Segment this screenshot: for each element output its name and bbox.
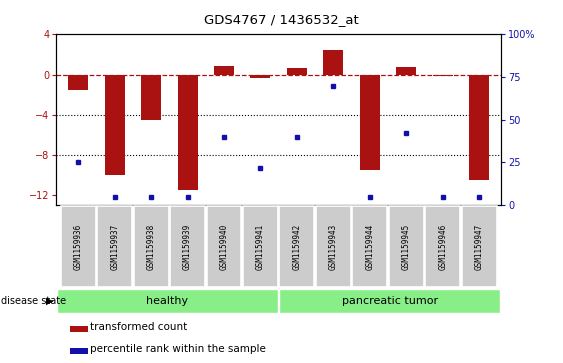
Bar [469,75,489,180]
Bar [360,75,380,170]
FancyBboxPatch shape [316,206,351,287]
Text: percentile rank within the sample: percentile rank within the sample [90,344,266,354]
Text: GSM1159942: GSM1159942 [292,223,301,270]
FancyBboxPatch shape [279,289,501,313]
FancyBboxPatch shape [133,206,168,287]
FancyBboxPatch shape [279,206,314,287]
Text: disease state: disease state [1,296,66,306]
Text: ▶: ▶ [46,296,53,306]
Bar [251,75,270,78]
Text: healthy: healthy [146,296,189,306]
FancyBboxPatch shape [243,206,278,287]
FancyBboxPatch shape [61,206,96,287]
Bar [177,75,198,190]
Bar [396,66,416,75]
Text: GSM1159938: GSM1159938 [146,223,155,270]
Text: GSM1159941: GSM1159941 [256,223,265,270]
Bar [287,68,307,75]
FancyBboxPatch shape [462,206,497,287]
FancyBboxPatch shape [97,206,132,287]
Bar [141,75,161,120]
Bar [214,66,234,75]
Bar [68,75,88,90]
Bar [70,348,88,354]
Bar [323,49,343,75]
Text: GSM1159943: GSM1159943 [329,223,338,270]
Bar [433,75,453,76]
Text: transformed count: transformed count [90,322,187,332]
FancyBboxPatch shape [170,206,205,287]
Text: GSM1159944: GSM1159944 [365,223,374,270]
FancyBboxPatch shape [207,206,242,287]
FancyBboxPatch shape [57,289,278,313]
Text: GDS4767 / 1436532_at: GDS4767 / 1436532_at [204,13,359,26]
Bar [105,75,124,175]
Text: GSM1159939: GSM1159939 [183,223,192,270]
FancyBboxPatch shape [389,206,424,287]
Bar [70,326,88,333]
Text: pancreatic tumor: pancreatic tumor [342,296,438,306]
Text: GSM1159937: GSM1159937 [110,223,119,270]
FancyBboxPatch shape [352,206,387,287]
Text: GSM1159945: GSM1159945 [402,223,411,270]
Text: GSM1159936: GSM1159936 [74,223,83,270]
Text: GSM1159947: GSM1159947 [475,223,484,270]
Text: GSM1159946: GSM1159946 [438,223,447,270]
FancyBboxPatch shape [425,206,460,287]
Text: GSM1159940: GSM1159940 [220,223,229,270]
